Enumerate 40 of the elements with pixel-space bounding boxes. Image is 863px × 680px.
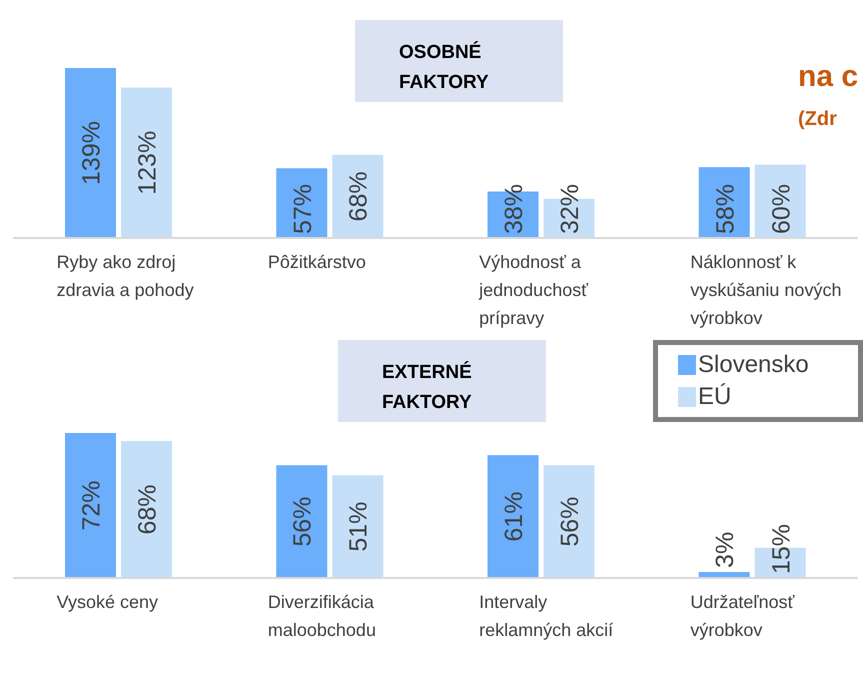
legend-label: EÚ <box>698 382 732 412</box>
data-label: 3% <box>711 532 740 568</box>
data-label: 60% <box>767 184 796 234</box>
bar <box>276 465 328 578</box>
data-label: 58% <box>711 184 740 234</box>
annotation: na c <box>798 60 858 94</box>
data-label: 68% <box>344 171 373 222</box>
x-tick-label: Náklonnosť k vyskúšaniu nových výrobkov <box>690 252 842 328</box>
x-tick-label: Výhodnosť a jednoduchosť prípravy <box>478 252 588 328</box>
x-tick-label: Pôžitkárstvo <box>268 252 366 272</box>
x-tick-label: Ryby ako zdroj zdravia a pohody <box>56 252 194 300</box>
bar <box>121 441 172 578</box>
bar <box>65 68 116 238</box>
data-label: 123% <box>134 130 162 195</box>
x-tick-label: Intervaly reklamných akcií <box>479 592 614 640</box>
chart-title: EXTERNÉ FAKTORY <box>382 360 473 415</box>
bar <box>332 475 384 578</box>
x-tick-label: Diverzifikácia maloobchodu <box>268 592 376 640</box>
bar <box>544 465 594 578</box>
heading-box: EXTERNÉ FAKTORY <box>338 340 546 422</box>
data-label: 139% <box>78 121 106 185</box>
x-tick-label: Udržateľnosť výrobkov <box>690 592 795 640</box>
bar <box>65 433 116 578</box>
annotation: (Zdr <box>798 108 837 131</box>
data-label: 61% <box>500 492 528 542</box>
data-label: 68% <box>134 484 162 535</box>
bar <box>121 88 172 238</box>
data-label: 38% <box>500 184 528 234</box>
data-label: 56% <box>556 496 584 547</box>
data-label: 15% <box>767 524 796 574</box>
data-label: 72% <box>78 480 106 531</box>
data-label: 56% <box>288 496 317 547</box>
data-label: 51% <box>344 502 373 552</box>
chart-title: OSOBNÉ FAKTORY <box>399 40 490 95</box>
data-label: 57% <box>288 184 317 234</box>
bar <box>488 455 538 578</box>
data-label: 32% <box>556 184 584 234</box>
heading-box: OSOBNÉ FAKTORY <box>355 20 563 102</box>
x-tick-label: Vysoké ceny <box>56 592 158 612</box>
legend-label: Slovensko <box>698 350 809 380</box>
